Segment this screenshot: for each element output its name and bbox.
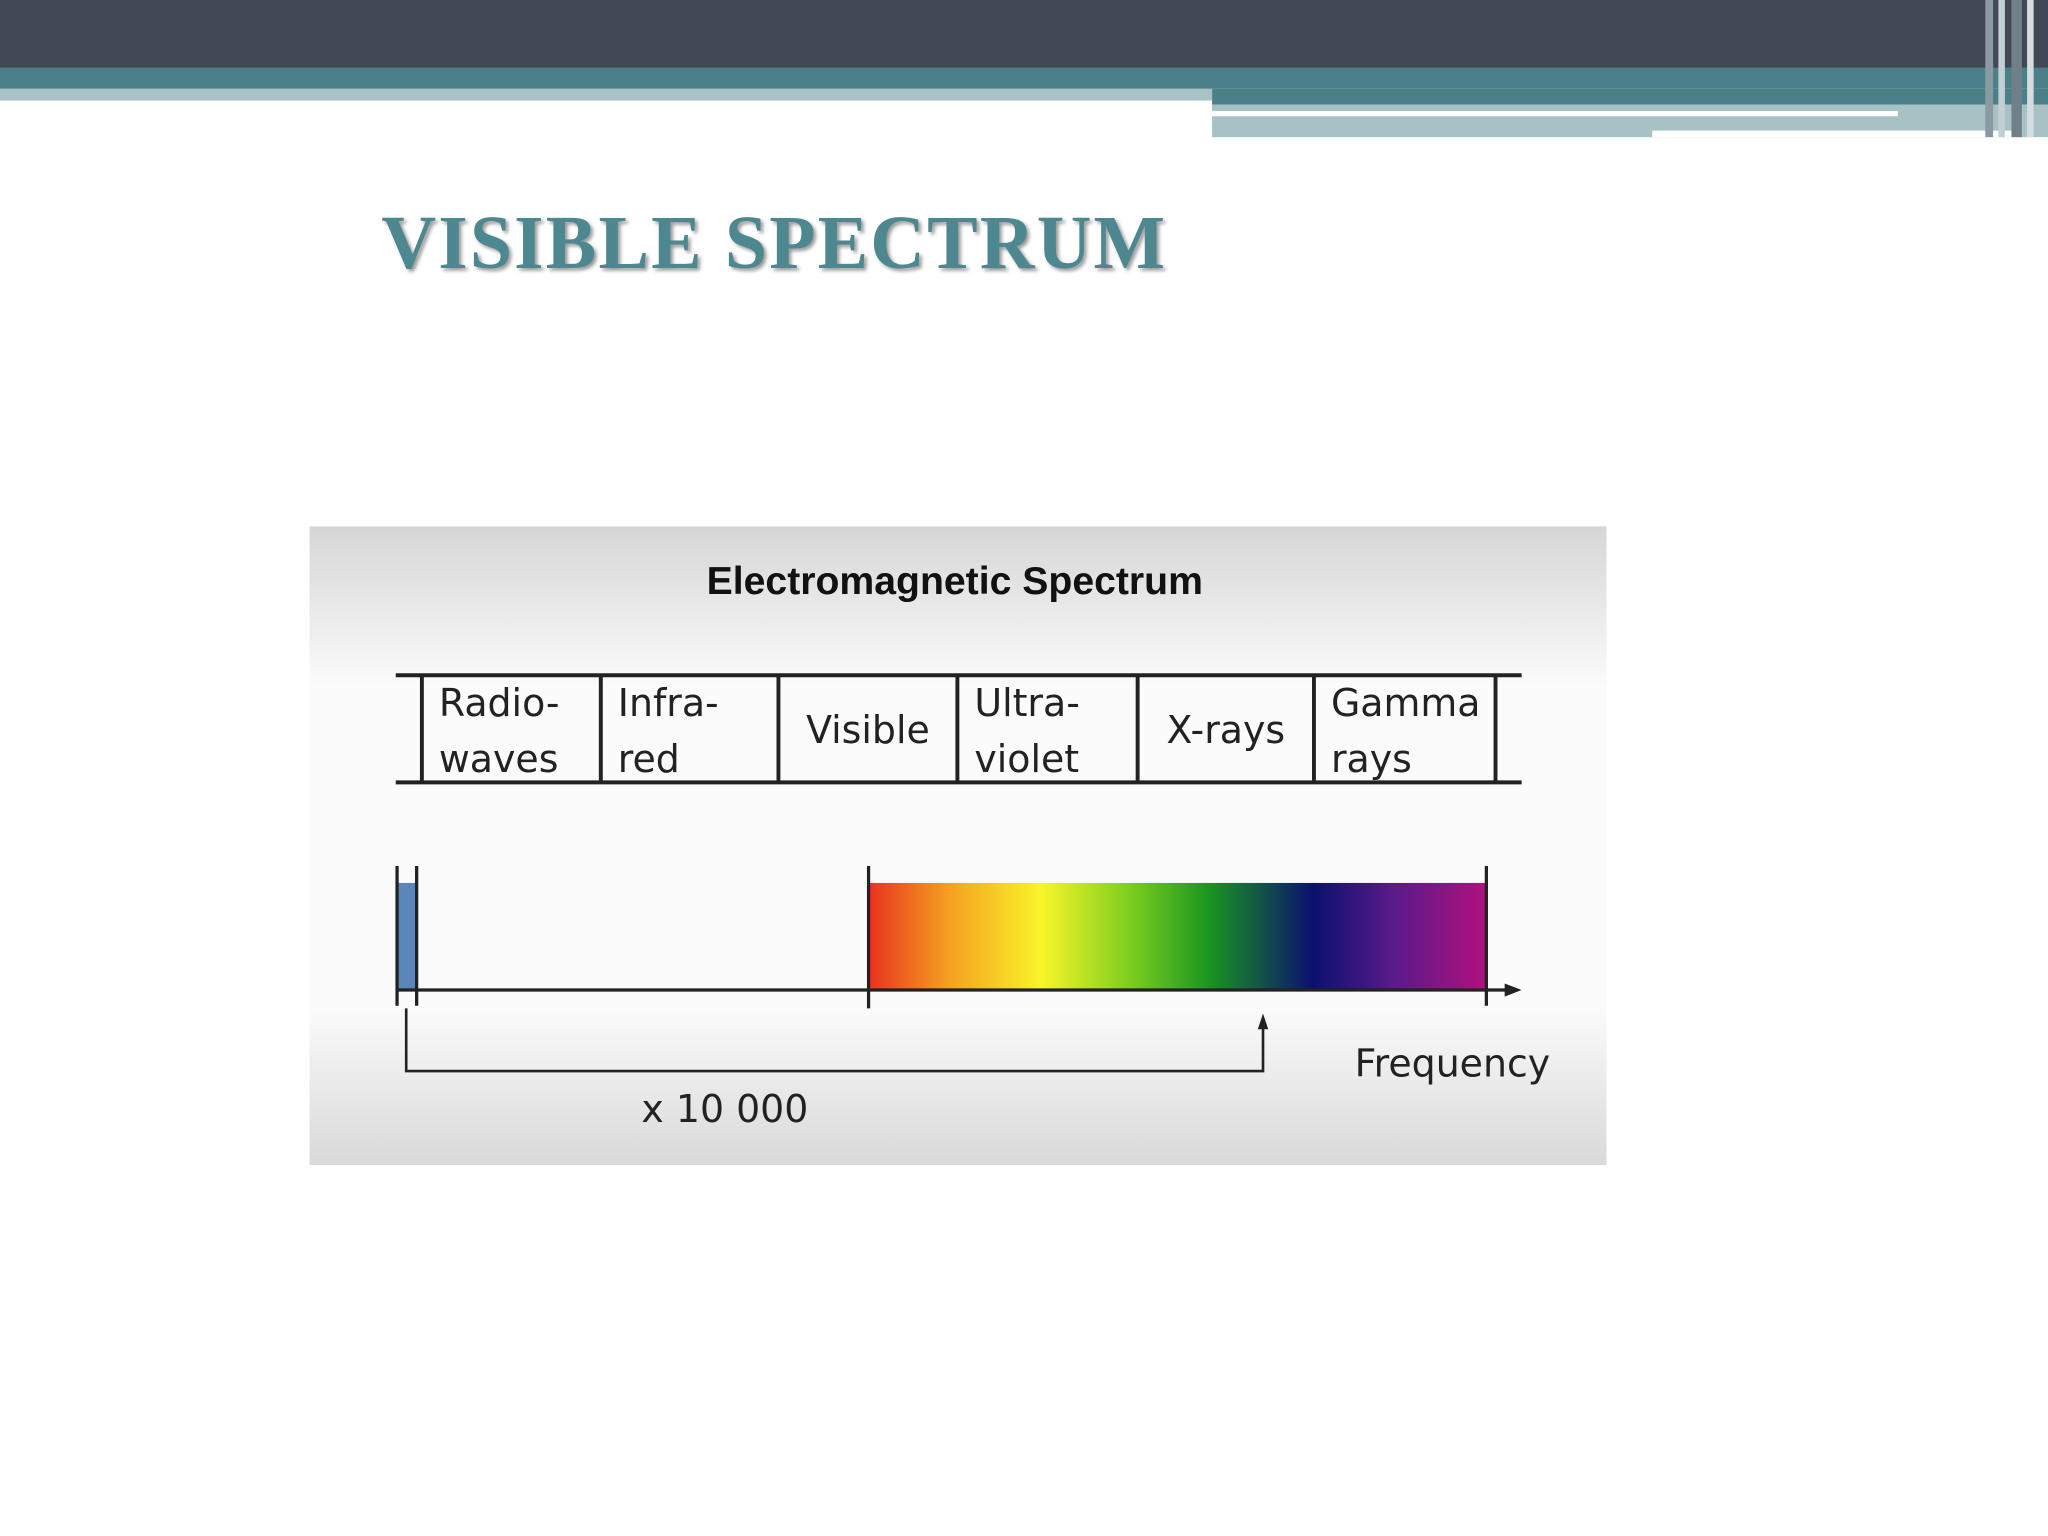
radio-band xyxy=(397,882,417,991)
visible-band xyxy=(868,882,1487,991)
header-bar xyxy=(0,0,2048,68)
axis xyxy=(395,865,1509,1073)
band-label: Radio- xyxy=(439,681,560,725)
figure-background xyxy=(309,526,1607,1166)
ratio-label: x 10 000 xyxy=(641,1087,808,1131)
band-label: waves xyxy=(439,737,559,781)
band-labels: Radio-waves Infra-red Visible Ultra-violet X… xyxy=(419,675,1498,783)
band-label: rays xyxy=(1331,737,1412,781)
bracket-arrow xyxy=(1257,1013,1269,1030)
band-label: Gamma xyxy=(1331,681,1481,725)
axis-arrow xyxy=(1504,983,1522,997)
axis-label: Frequency xyxy=(1355,1041,1551,1085)
band-label: Visible xyxy=(806,708,930,752)
band-label: Ultra- xyxy=(974,681,1079,725)
header-strip xyxy=(1212,88,2048,105)
header-strip xyxy=(0,67,2048,89)
band-label: X-rays xyxy=(1166,708,1285,752)
band-label: red xyxy=(618,737,680,781)
figure-title: Electromagnetic Spectrum xyxy=(707,560,1203,603)
slide-title: VISIBLE SPECTRUM xyxy=(381,201,1165,285)
header-line xyxy=(1652,130,2018,138)
edge-stripes xyxy=(1985,0,2034,138)
header-line xyxy=(1212,111,1898,117)
band-label: violet xyxy=(974,737,1079,781)
band-label: Infra- xyxy=(618,681,719,725)
header-strip xyxy=(0,88,1213,101)
